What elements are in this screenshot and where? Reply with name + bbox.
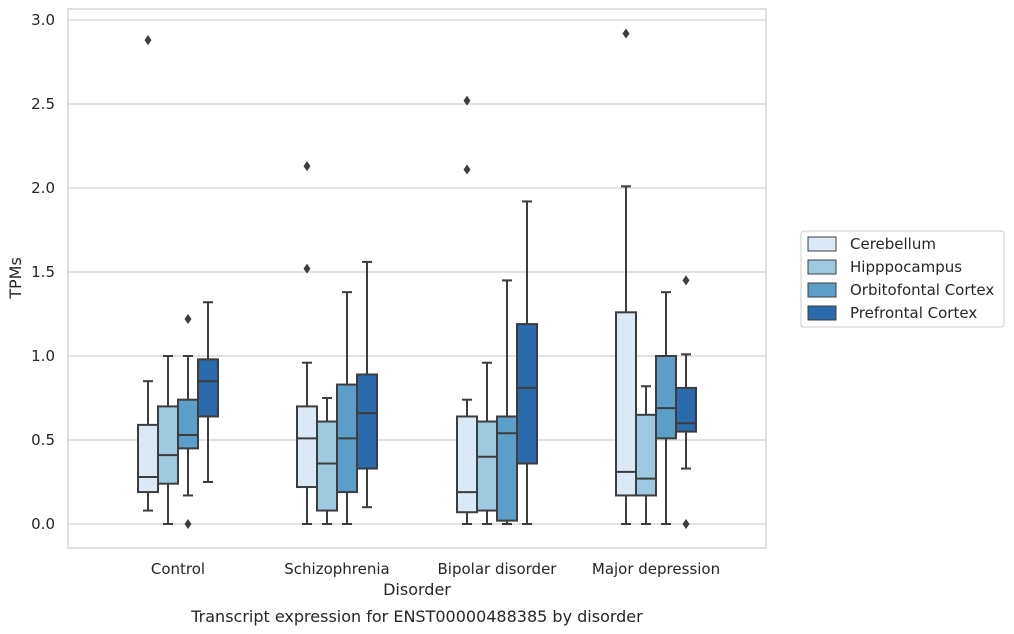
chart-caption: Transcript expression for ENST0000048838… (190, 607, 643, 626)
box-iqr (296, 405, 318, 489)
box-iqr (356, 373, 378, 470)
y-axis-ticks: 0.0 0.5 1.0 1.5 2.0 2.5 3.0 (31, 11, 55, 533)
outlier-point (463, 164, 471, 175)
box-orbitofontal-cortex-1 (336, 291, 358, 525)
legend-entry-label: Hipppocampus (850, 258, 962, 276)
y-tick-label: 1.5 (31, 263, 55, 281)
box-iqr (655, 355, 677, 440)
y-axis-label: TPMs (6, 257, 25, 300)
plot-area (67, 8, 767, 549)
outlier-point (184, 519, 192, 529)
box-iqr (177, 398, 199, 450)
box-prefrontal-cortex-1 (356, 260, 378, 509)
x-tick-label: Bipolar disorder (438, 560, 558, 578)
legend-swatch (807, 236, 837, 252)
x-axis-ticks: Control Schizophrenia Bipolar disorder Majo… (151, 560, 720, 578)
x-tick-label: Control (151, 560, 205, 578)
x-tick-label: Major depression (592, 560, 720, 578)
box-hipppocampus-0 (157, 355, 179, 525)
box-cerebellum-0 (137, 35, 159, 512)
legend: Cerebellum Hipppocampus Orbitofontal Corte… (800, 230, 1005, 328)
x-tick-label: Schizophrenia (284, 560, 389, 578)
outlier-point (144, 35, 152, 46)
box-hipppocampus-1 (316, 397, 338, 525)
box-prefrontal-cortex-3 (675, 275, 697, 529)
legend-entry-label: Cerebellum (850, 235, 936, 253)
box-orbitofontal-cortex-3 (655, 291, 677, 525)
box-prefrontal-cortex-2 (516, 200, 538, 525)
box-cerebellum-1 (296, 161, 318, 525)
box-layer (137, 28, 697, 529)
y-tick-label: 1.0 (31, 347, 55, 365)
legend-entry-label: Orbitofontal Cortex (850, 281, 994, 299)
box-iqr (675, 386, 697, 433)
box-iqr (496, 415, 518, 522)
box-iqr (476, 420, 498, 512)
y-tick-label: 0.5 (31, 431, 55, 449)
box-iqr (516, 323, 538, 465)
box-iqr (456, 415, 478, 514)
box-hipppocampus-2 (476, 361, 498, 525)
outlier-point (303, 161, 311, 172)
legend-swatch (807, 282, 837, 298)
box-iqr (316, 420, 338, 512)
box-cerebellum-2 (456, 95, 478, 525)
outlier-point (622, 28, 630, 39)
outlier-point (682, 519, 690, 529)
legend-entry-label: Prefrontal Cortex (850, 304, 977, 322)
box-cerebellum-3 (615, 28, 637, 525)
y-tick-label: 2.0 (31, 179, 55, 197)
box-iqr (157, 405, 179, 485)
box-iqr (635, 413, 657, 497)
legend-frame (800, 230, 1005, 328)
legend-swatch (807, 305, 837, 321)
legend-swatch (807, 259, 837, 275)
box-iqr (615, 311, 637, 497)
box-orbitofontal-cortex-0 (177, 314, 199, 529)
y-tick-label: 3.0 (31, 11, 55, 29)
outlier-point (303, 263, 311, 274)
y-tick-label: 2.5 (31, 95, 55, 113)
box-iqr (137, 423, 159, 494)
box-prefrontal-cortex-0 (197, 301, 219, 483)
outlier-point (463, 95, 471, 106)
x-axis-label: Disorder (383, 580, 451, 599)
outlier-point (682, 275, 690, 286)
box-hipppocampus-3 (635, 385, 657, 525)
y-tick-label: 0.0 (31, 515, 55, 533)
box-iqr (197, 358, 219, 418)
outlier-point (184, 314, 192, 325)
box-orbitofontal-cortex-2 (496, 279, 518, 525)
